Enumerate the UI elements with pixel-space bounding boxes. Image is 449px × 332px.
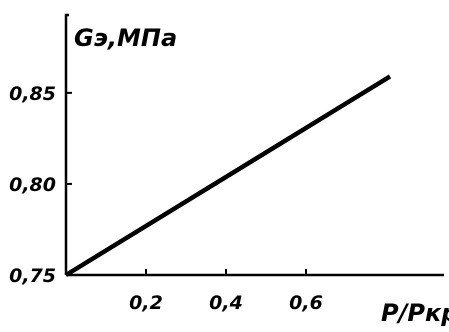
x-tick-label: 0,2 [129, 292, 163, 314]
x-axis-title: P/Pкр [381, 299, 449, 327]
x-tick-label: 0,6 [289, 292, 323, 314]
y-tick-label: 0,85 [9, 83, 56, 105]
series-line [64, 74, 392, 277]
chart-ticks [66, 91, 307, 276]
y-tick-label: 0,80 [9, 174, 56, 196]
y-tick-label: 0,75 [9, 265, 56, 287]
y-axis-line [64, 13, 69, 275]
chart-tick-labels: 0,75 0,80 0,85 0,2 0,4 0,6 [9, 83, 323, 314]
chart-series [64, 74, 392, 277]
y-axis-title: Gэ,МПа [74, 24, 177, 52]
x-tick-label: 0,4 [209, 292, 243, 314]
chart-axes [64, 13, 444, 277]
